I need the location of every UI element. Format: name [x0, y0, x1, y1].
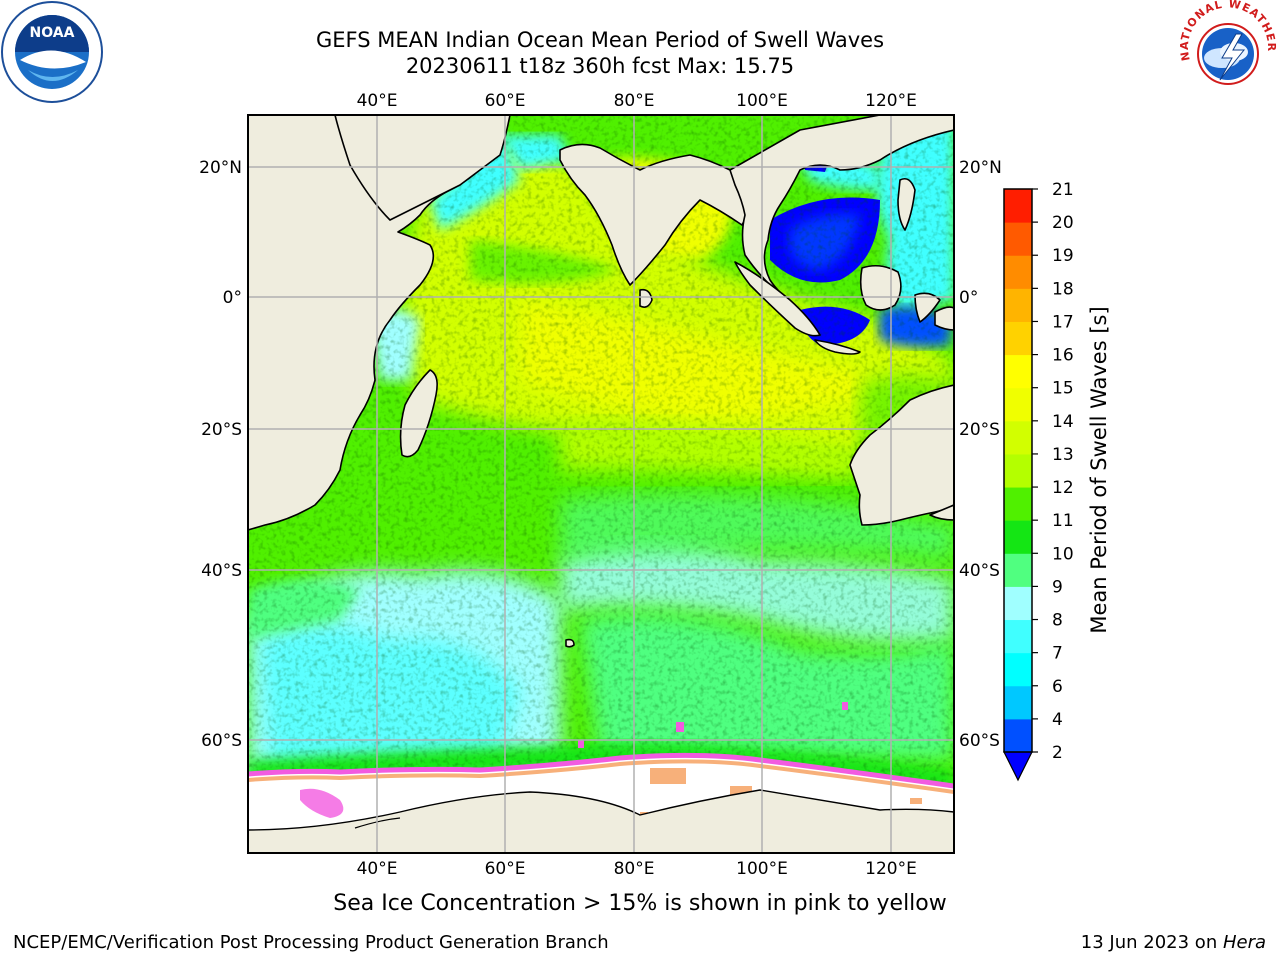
colorbar-tick-label: 11: [1052, 511, 1074, 531]
lon-label: 40°E: [357, 91, 398, 111]
lat-label: 40°S: [959, 561, 1000, 581]
colorbar-swatches: [1004, 189, 1032, 753]
colorbar-tick-label: 14: [1052, 412, 1074, 432]
colorbar-swatch: [1004, 520, 1032, 554]
colorbar-swatch: [1004, 189, 1032, 223]
lat-label: 0°: [223, 288, 242, 308]
lon-label: 60°E: [485, 859, 526, 879]
colorbar-swatch: [1004, 487, 1032, 521]
colorbar-swatch: [1004, 321, 1032, 356]
colorbar-tick-label: 18: [1052, 279, 1074, 299]
colorbar-swatch: [1004, 553, 1032, 587]
map-panel: [248, 115, 954, 853]
lat-label: 20°N: [959, 158, 1002, 178]
colorbar-frame: [1003, 188, 1033, 753]
lon-label: 100°E: [736, 859, 788, 879]
chart-title: GEFS MEAN Indian Ocean Mean Period of Sw…: [315, 28, 885, 52]
colorbar-tick-label: 21: [1052, 180, 1074, 200]
noaa-logo: NOAA: [0, 0, 104, 104]
lon-label: 80°E: [614, 91, 655, 111]
colorbar-swatch: [1004, 354, 1032, 389]
colorbar-swatch: [1004, 255, 1032, 289]
colorbar-swatch: [1004, 685, 1032, 720]
chart-subtitle: 20230611 t18z 360h fcst Max: 15.75: [405, 54, 795, 78]
colorbar-label: Mean Period of Swell Waves [s]: [1087, 306, 1111, 633]
colorbar-swatch: [1004, 652, 1032, 687]
lat-label: 0°: [959, 288, 978, 308]
lat-labels-right: 20°N 0° 20°S 40°S 60°S: [959, 158, 1002, 751]
map-frame: [247, 114, 955, 854]
colorbar-swatch: [1004, 453, 1032, 488]
colorbar-tick-label: 6: [1052, 677, 1063, 697]
lon-label: 80°E: [614, 859, 655, 879]
sumatra-land: [734, 261, 821, 337]
lon-label: 120°E: [865, 859, 917, 879]
sea-ice-note: Sea Ice Concentration > 15% is shown in …: [333, 891, 947, 916]
colorbar-swatch: [1004, 222, 1032, 256]
lon-labels-bottom: 40°E 60°E 80°E 100°E 120°E: [357, 859, 917, 879]
colorbar-tick-label: 8: [1052, 611, 1063, 631]
colorbar-swatch: [1004, 288, 1032, 322]
lat-label: 20°S: [959, 420, 1000, 440]
footer-date: 13 Jun 2023 on Hera: [1081, 932, 1266, 953]
colorbar-tick-label: 12: [1052, 478, 1074, 498]
colorbar-swatch: [1004, 718, 1032, 753]
lat-labels-left: 20°N 0° 20°S 40°S 60°S: [199, 158, 242, 751]
colorbar-swatch: [1004, 420, 1032, 455]
colorbar-ticks: 2 4 6 7 8 9 10 11 12 13 14 15 16 17 18 19 20 21: [1032, 180, 1074, 763]
colorbar-tick-label: 20: [1052, 213, 1074, 233]
graticule: [248, 115, 954, 853]
lon-label: 120°E: [865, 91, 917, 111]
land-masses: [248, 115, 954, 648]
lon-label: 100°E: [736, 91, 788, 111]
colorbar-tick-label: 13: [1052, 445, 1074, 465]
antarctica-land: [248, 789, 954, 853]
colorbar-swatch: [1004, 387, 1032, 422]
lat-label: 20°S: [201, 420, 242, 440]
colorbar-tick-label: 4: [1052, 710, 1063, 730]
colorbar-swatch: [1004, 619, 1032, 654]
footer-host: Hera: [1222, 932, 1266, 953]
lat-label: 60°S: [201, 731, 242, 751]
lat-label: 20°N: [199, 158, 242, 178]
borneo-land: [859, 264, 902, 311]
australia-land: [849, 384, 954, 526]
colorbar-tick-label: 2: [1052, 743, 1063, 763]
footer-date-text: 13 Jun 2023 on: [1080, 932, 1223, 953]
sri-lanka-land: [639, 288, 653, 308]
philippines-land: [897, 177, 916, 231]
colorbar-tick-label: 10: [1052, 544, 1074, 564]
india-land: [559, 143, 761, 286]
lon-labels-top: 40°E 60°E 80°E 100°E 120°E: [357, 91, 917, 111]
lon-label: 60°E: [485, 91, 526, 111]
colorbar-tick-label: 17: [1052, 312, 1074, 332]
colorbar-tick-label: 19: [1052, 246, 1074, 266]
kerguelen-land: [565, 638, 575, 648]
java-land: [814, 339, 861, 355]
colorbar-swatch: [1004, 586, 1032, 621]
noaa-logo-text: NOAA: [30, 25, 75, 41]
new-guinea-land: [934, 306, 954, 331]
lat-label: 40°S: [201, 561, 242, 581]
colorbar-tick-label: 15: [1052, 379, 1074, 399]
lat-label: 60°S: [959, 731, 1000, 751]
footer-credit: NCEP/EMC/Verification Post Processing Pr…: [13, 932, 609, 953]
colorbar: 2 4 6 7 8 9 10 11 12 13 14 15 16 17 18 19 20 21 Mean Peri…: [1003, 180, 1111, 782]
colorbar-extend-arrow: [1003, 751, 1033, 782]
nws-logo: NATIONAL WEATHER SERVICE: [1171, 0, 1280, 104]
colorbar-tick-label: 7: [1052, 644, 1063, 664]
madagascar-land: [399, 369, 438, 458]
colorbar-tick-label: 16: [1052, 346, 1074, 366]
lon-label: 40°E: [357, 859, 398, 879]
sulawesi-land: [914, 292, 941, 323]
colorbar-tick-label: 9: [1052, 577, 1063, 597]
